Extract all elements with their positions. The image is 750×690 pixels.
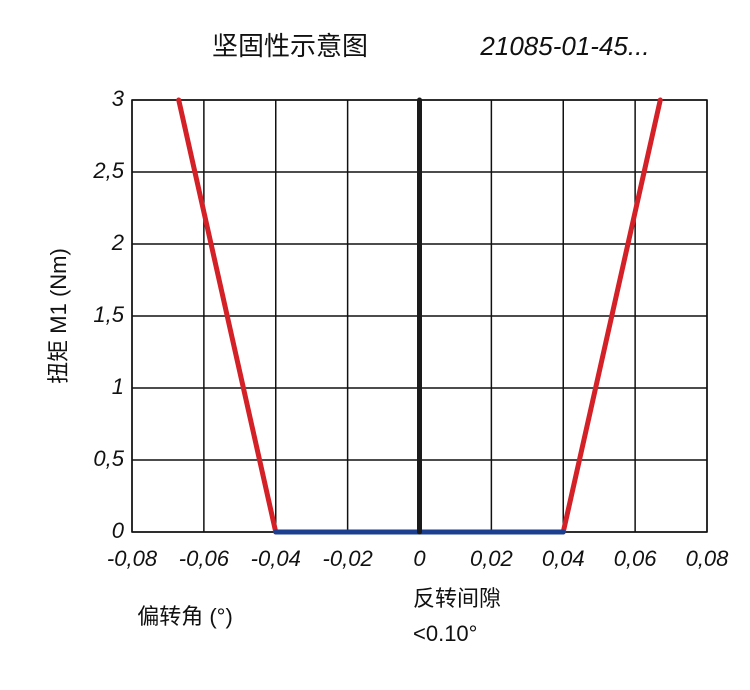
x-tick-label: 0 <box>413 546 426 571</box>
x-tick-label: 0,06 <box>614 546 658 571</box>
x-tick-label: -0,02 <box>323 546 373 571</box>
annotation: <0.10° <box>413 621 477 646</box>
chart-title: 坚固性示意图 <box>212 31 368 61</box>
x-tick-label: -0,06 <box>179 546 230 571</box>
y-tick-label: 3 <box>112 86 125 111</box>
y-tick-label: 0 <box>112 518 125 543</box>
y-tick-label: 0,5 <box>93 446 124 471</box>
x-axis-label: 偏转角 (°) <box>137 604 233 629</box>
x-tick-label: 0,08 <box>686 546 730 571</box>
x-tick-label: -0,04 <box>251 546 301 571</box>
data-line <box>560 97 663 535</box>
y-tick-label: 1 <box>112 374 124 399</box>
y-tick-label: 1,5 <box>93 302 124 327</box>
x-tick-label: -0,08 <box>107 546 158 571</box>
x-tick-label: 0,04 <box>542 546 585 571</box>
data-line <box>176 97 279 535</box>
x-tick-label: 0,02 <box>470 546 513 571</box>
y-tick-label: 2,5 <box>92 158 124 183</box>
y-tick-label: 2 <box>111 230 124 255</box>
chart-subtitle: 21085-01-45... <box>479 31 649 61</box>
y-axis-label: 扭矩 M1 (Nm) <box>46 248 71 384</box>
annotation: 反转间隙 <box>413 586 501 611</box>
